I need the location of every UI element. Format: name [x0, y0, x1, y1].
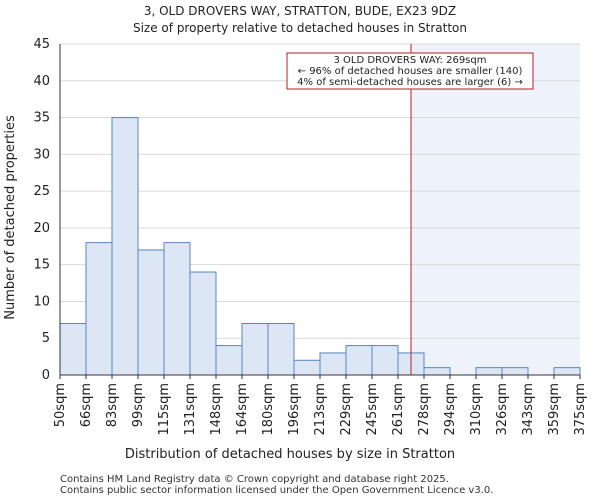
x-tick-label: 229sqm [339, 383, 354, 436]
y-tick-label: 25 [33, 184, 50, 199]
y-tick-label: 10 [33, 294, 50, 309]
x-tick-label: 310sqm [469, 383, 484, 436]
histogram-bar [475, 367, 503, 376]
x-tick-label: 164sqm [235, 383, 250, 436]
chart-subtitle: Size of property relative to detached ho… [132, 21, 467, 35]
highlight-region [411, 44, 580, 375]
x-tick-label: 50sqm [53, 383, 68, 427]
annotation-box [286, 52, 534, 90]
x-tick-label: 148sqm [209, 383, 224, 436]
annotation-line-1: 3 OLD DROVERS WAY: 269sqm [334, 55, 487, 66]
x-tick-label: 83sqm [105, 383, 120, 427]
y-tick-label: 35 [33, 111, 50, 126]
histogram-bar [345, 345, 373, 376]
x-tick-label: 326sqm [495, 383, 510, 436]
x-tick-label: 294sqm [443, 383, 458, 436]
y-tick-label: 30 [33, 147, 50, 162]
y-axis-title: Number of detached properties [3, 115, 18, 320]
histogram-bar [241, 323, 269, 376]
histogram-bar [423, 367, 451, 376]
histogram-bar [371, 345, 399, 376]
histogram-bar [293, 359, 321, 376]
x-tick-label: 99sqm [131, 383, 146, 427]
annotation-line-3: 4% of semi-detached houses are larger (6… [297, 77, 523, 88]
y-tick-label: 0 [42, 368, 50, 383]
footer-line-1: Contains HM Land Registry data © Crown c… [60, 474, 449, 485]
histogram-bar [59, 323, 87, 376]
histogram-bar [267, 323, 295, 376]
x-tick-label: 196sqm [287, 383, 302, 436]
annotation-line-2: ← 96% of detached houses are smaller (14… [298, 66, 523, 77]
y-tick-label: 5 [42, 331, 50, 346]
x-tick-label: 180sqm [261, 383, 276, 436]
x-tick-label: 261sqm [391, 383, 406, 436]
histogram-bar [189, 271, 217, 376]
x-tick-label: 278sqm [417, 383, 432, 436]
x-tick-label: 115sqm [157, 383, 172, 436]
footer-line-2: Contains public sector information licen… [60, 485, 494, 496]
histogram-bar [501, 367, 529, 376]
histogram-bar [85, 242, 113, 376]
histogram-bar [553, 367, 581, 376]
x-tick-label: 131sqm [183, 383, 198, 436]
y-tick-label: 20 [33, 221, 50, 236]
x-tick-label: 359sqm [547, 383, 562, 436]
histogram-bar [215, 345, 243, 376]
y-tick-label: 45 [33, 37, 50, 52]
histogram-bar [319, 352, 347, 376]
x-tick-label: 66sqm [79, 383, 94, 427]
histogram-bar [137, 249, 165, 376]
y-tick-label: 40 [33, 74, 50, 89]
x-axis-title: Distribution of detached houses by size … [125, 447, 455, 462]
histogram-bar [111, 117, 139, 376]
x-tick-label: 343sqm [521, 383, 536, 436]
histogram-bar [163, 242, 191, 376]
x-tick-label: 213sqm [313, 383, 328, 436]
x-tick-label: 375sqm [573, 383, 588, 436]
chart-title: 3, OLD DROVERS WAY, STRATTON, BUDE, EX23… [143, 4, 457, 18]
x-tick-label: 245sqm [365, 383, 380, 436]
y-tick-label: 15 [33, 258, 50, 273]
